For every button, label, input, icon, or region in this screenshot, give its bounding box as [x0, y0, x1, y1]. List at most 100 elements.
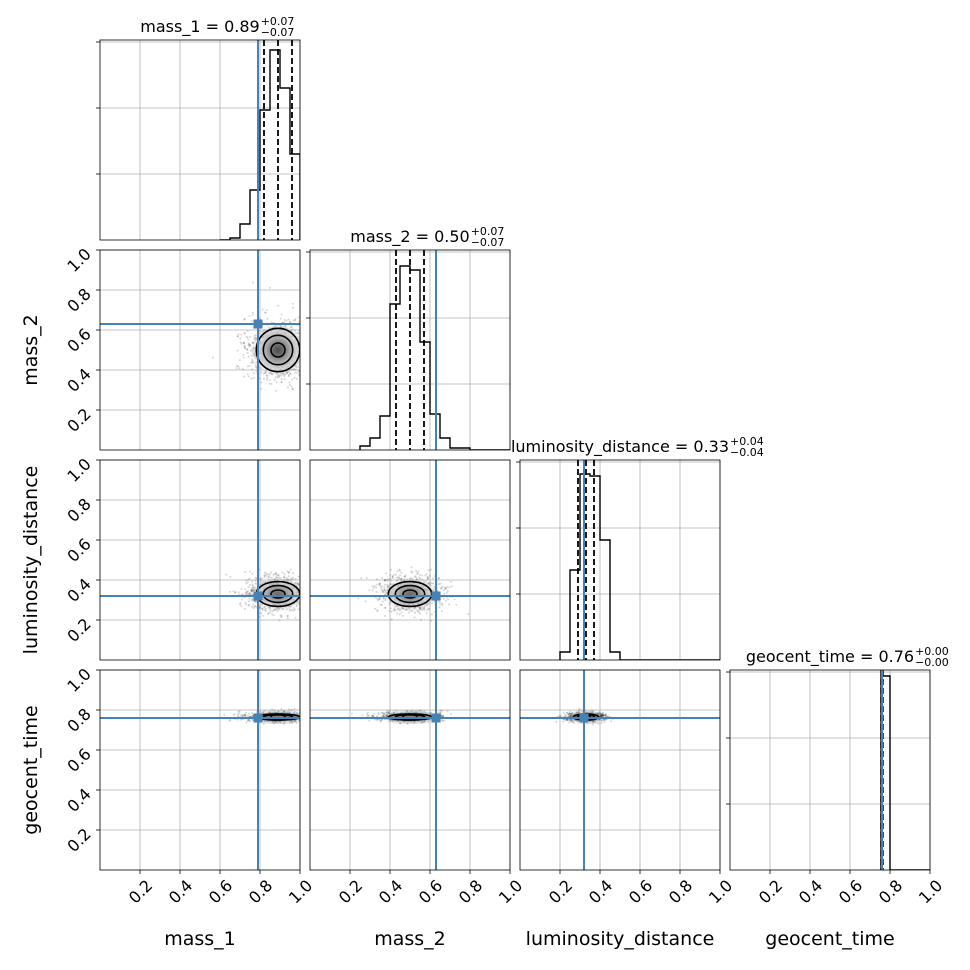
sample-point [323, 592, 325, 594]
sample-point [426, 604, 429, 607]
sample-point [442, 597, 445, 600]
sample-point [423, 609, 426, 612]
sample-point [444, 586, 447, 589]
sample-point [247, 578, 250, 581]
sample-point [602, 711, 605, 714]
sample-point [264, 370, 267, 373]
sample-point [393, 711, 396, 714]
sample-point [292, 368, 295, 371]
sample-point [303, 585, 305, 587]
sample-point [301, 713, 303, 715]
truth-marker [253, 319, 263, 329]
sample-point [253, 353, 256, 356]
sample-point [280, 372, 283, 375]
sample-point [290, 578, 293, 581]
sample-point [260, 387, 263, 390]
sample-point [385, 715, 388, 718]
sample-point [431, 589, 434, 592]
sample-point [249, 344, 252, 347]
sample-point [268, 573, 271, 576]
sample-point [258, 583, 261, 586]
sample-point [567, 713, 570, 716]
sample-point [248, 597, 251, 600]
sample-point [282, 578, 285, 581]
scatter-panel-mass_2-vs-luminosity_distance [309, 459, 511, 661]
sample-point [418, 606, 421, 609]
sample-point [432, 588, 435, 591]
sample-point [273, 378, 276, 381]
sample-point [282, 722, 285, 725]
sample-point [370, 714, 373, 717]
sample-point [276, 721, 279, 724]
sample-point [389, 719, 392, 722]
sample-point [262, 329, 265, 332]
sample-point [389, 582, 392, 585]
sample-point [291, 302, 294, 305]
sample-point [424, 711, 427, 714]
sample-point [442, 715, 445, 718]
sample-point [253, 350, 256, 353]
sample-point [400, 577, 403, 580]
sample-point [249, 592, 252, 595]
sample-point [429, 574, 432, 577]
sample-point [262, 722, 265, 725]
sample-point [409, 710, 412, 713]
sample-point [259, 317, 262, 320]
sample-point [405, 578, 408, 581]
sample-point [280, 381, 283, 384]
sample-point [297, 600, 300, 603]
sample-point [291, 721, 294, 724]
sample-point [303, 605, 305, 607]
sample-point [298, 719, 300, 722]
sample-point [293, 608, 296, 611]
sample-point [387, 584, 390, 587]
sample-point [416, 572, 419, 575]
sample-point [278, 606, 281, 609]
sample-point [426, 583, 429, 586]
sample-point [377, 712, 380, 715]
sample-point [382, 714, 385, 717]
sample-point [417, 609, 420, 612]
sample-point [264, 609, 267, 612]
sample-point [287, 575, 290, 578]
sample-point [384, 583, 387, 586]
histogram-bar [880, 675, 930, 870]
sample-point [403, 607, 406, 610]
sample-point [277, 577, 280, 580]
sample-point [253, 354, 256, 357]
sample-point [427, 720, 430, 723]
sample-point [252, 281, 255, 284]
sample-point [408, 606, 411, 609]
sample-point [413, 616, 416, 619]
sample-point [425, 611, 428, 614]
sample-point [277, 710, 280, 713]
sample-point [286, 579, 289, 582]
sample-point [297, 332, 300, 335]
sample-point [303, 583, 305, 585]
sample-point [247, 604, 250, 607]
sample-point [419, 709, 422, 712]
sample-point [229, 576, 232, 579]
sample-point [243, 318, 246, 321]
sample-point [263, 576, 266, 579]
sample-point [233, 591, 236, 594]
sample-point [570, 712, 573, 715]
sample-point [298, 369, 300, 372]
sample-point [596, 712, 599, 715]
sample-point [384, 589, 387, 592]
sample-point [445, 587, 448, 590]
sample-point [405, 710, 408, 713]
sample-point [377, 713, 380, 716]
sample-point [393, 607, 396, 610]
sample-point [303, 351, 305, 353]
panel-frame [729, 669, 931, 871]
sample-point [304, 715, 306, 717]
sample-point [380, 719, 383, 722]
sample-point [367, 714, 370, 717]
truth-marker [253, 591, 263, 601]
sample-point [236, 349, 239, 352]
sample-point [570, 720, 573, 723]
contour-level [402, 589, 418, 599]
sample-point [388, 585, 391, 588]
sample-point [386, 583, 389, 586]
